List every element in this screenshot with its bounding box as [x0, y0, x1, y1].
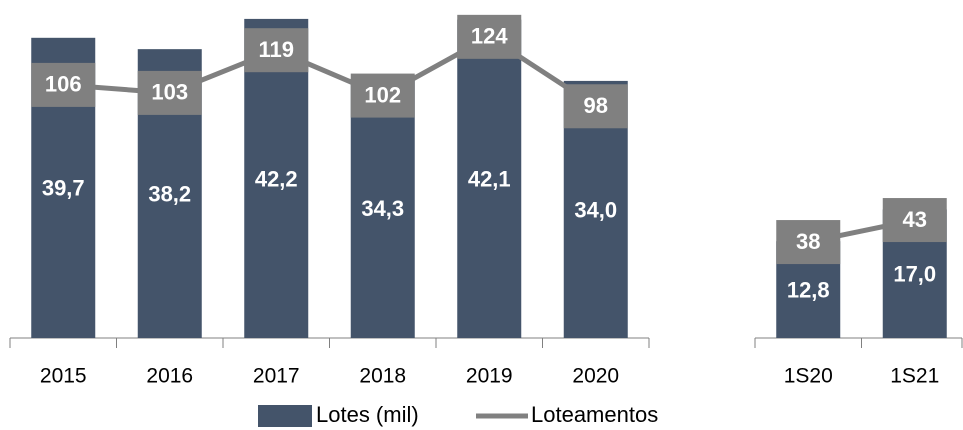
- value-label: 98: [584, 93, 608, 118]
- value-label: 38,2: [148, 181, 191, 206]
- value-label-box: [31, 62, 96, 107]
- value-label: 106: [45, 72, 82, 97]
- x-tick-label: 2019: [466, 365, 513, 388]
- legend-label: Loteamentos: [531, 402, 658, 427]
- x-tick-label: 1S21: [890, 365, 939, 388]
- value-label: 17,0: [893, 262, 936, 287]
- value-label-box: [457, 14, 522, 59]
- value-label: 12,8: [787, 277, 830, 302]
- x-tick-label: 2016: [146, 365, 193, 388]
- x-tick-label: 2015: [40, 365, 87, 388]
- bar: [457, 19, 522, 339]
- x-tick-label: 2017: [253, 365, 300, 388]
- value-label: 119: [259, 37, 295, 62]
- value-label-box: [882, 198, 947, 243]
- value-label: 34,0: [574, 197, 617, 222]
- value-label-box: [137, 70, 202, 115]
- value-label-box: [563, 84, 628, 129]
- value-label-box: [776, 220, 841, 265]
- value-label: 42,1: [468, 167, 511, 192]
- value-label: 124: [471, 24, 508, 49]
- x-tick-label: 1S20: [784, 365, 833, 388]
- value-label: 43: [903, 207, 927, 232]
- bar: [350, 78, 415, 338]
- value-label: 102: [364, 82, 401, 107]
- value-label: 34,3: [361, 196, 404, 221]
- legend-label: Lotes (mil): [316, 402, 419, 427]
- value-label-box: [244, 28, 309, 73]
- value-label: 103: [151, 80, 188, 105]
- value-label-box: [350, 73, 415, 118]
- legend-swatch-bar: [258, 405, 312, 427]
- x-tick-label: 2020: [572, 365, 619, 388]
- value-label: 38: [796, 229, 820, 254]
- value-label: 39,7: [42, 176, 85, 201]
- value-label: 42,2: [255, 166, 298, 191]
- x-tick-label: 2018: [359, 365, 406, 388]
